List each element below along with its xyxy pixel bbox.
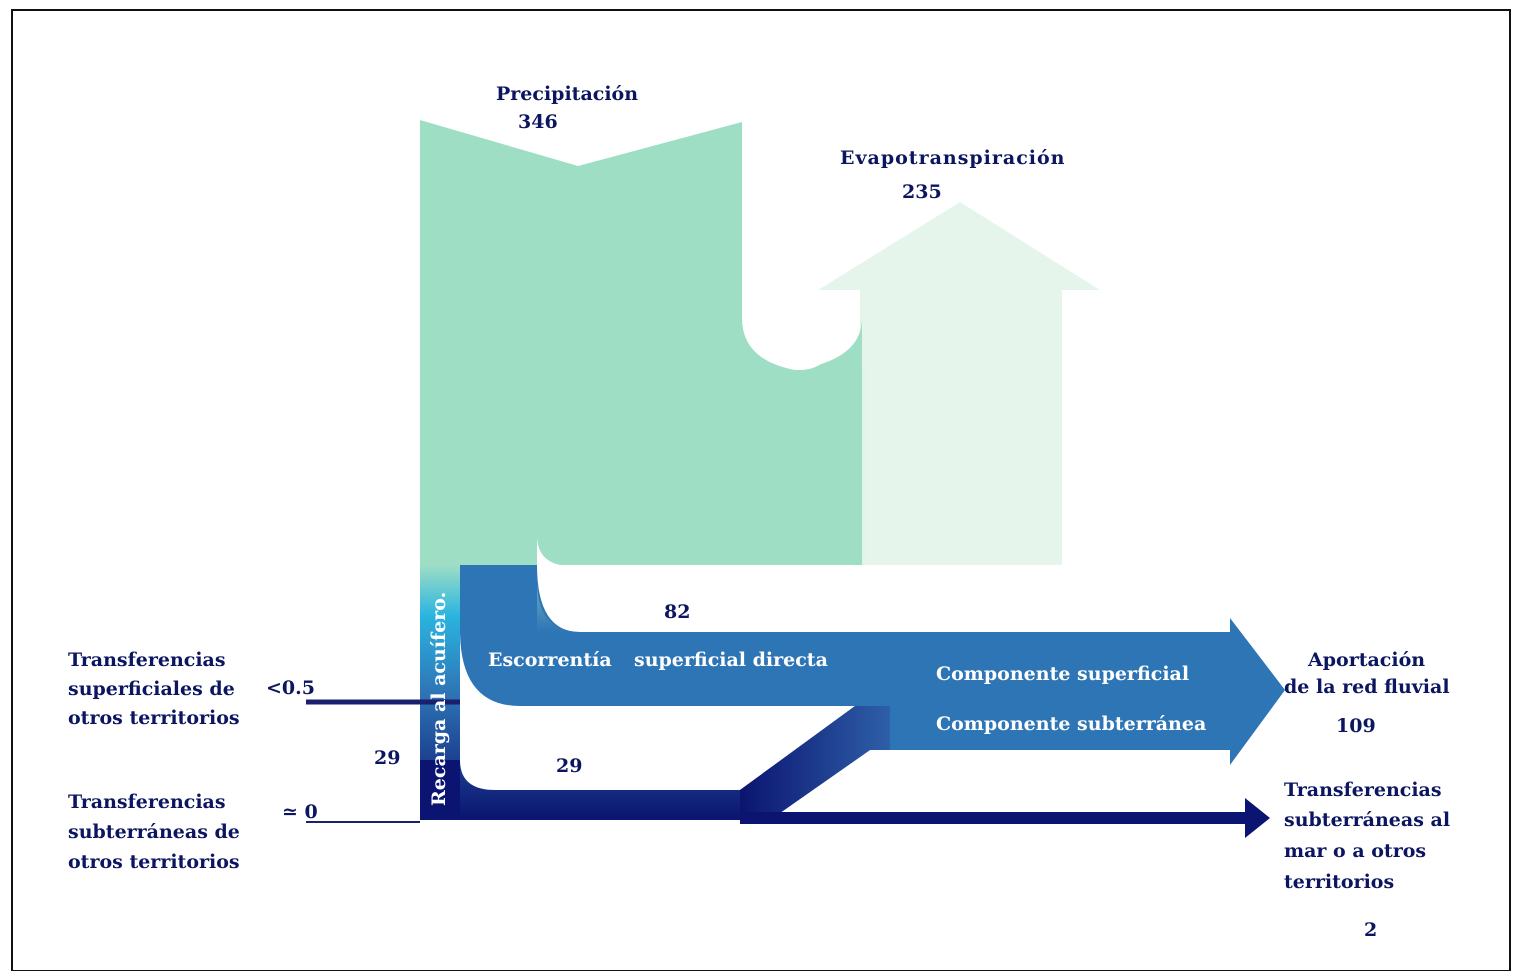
evapotranspiration-label: Evapotranspiración	[840, 147, 1066, 169]
transfer-sea-line1: Transferencias	[1284, 779, 1442, 801]
runoff-label-a: Escorrentía	[488, 649, 612, 671]
aportacion-line2: de la red fluvial	[1284, 676, 1450, 698]
transfer-surface-line3: otros territorios	[68, 707, 240, 729]
transfer-surface-line2: superficiales de	[68, 678, 235, 700]
groundwater-outflow-arrow	[740, 798, 1270, 838]
transfer-surface-line1: Transferencias	[68, 649, 226, 671]
precipitation-value: 346	[518, 111, 558, 133]
aportacion-line1: Aportación	[1308, 649, 1426, 671]
transfer-sea-line2: subterráneas al	[1284, 809, 1451, 831]
recharge-label: Recarga al acuífero.	[428, 591, 450, 806]
runoff-value: 82	[664, 601, 691, 623]
precipitation-notch	[760, 290, 840, 370]
runoff-top-transition	[537, 540, 580, 632]
groundwater-component-label: Componente subterránea	[936, 713, 1207, 735]
transfer-sea-line3: mar o a otros	[1284, 840, 1427, 862]
aportacion-value: 109	[1336, 715, 1376, 737]
transfer-underground-line1: Transferencias	[68, 791, 226, 813]
surface-component-label: Componente superficial	[936, 663, 1190, 685]
recharge-bottom-core	[420, 760, 460, 820]
transfer-sea-line4: territorios	[1284, 871, 1395, 893]
runoff-label-b: superficial directa	[634, 649, 828, 671]
evapotranspiration-value: 235	[902, 181, 942, 203]
groundwater-component	[740, 706, 890, 820]
groundwater-flow-value: 29	[556, 755, 583, 777]
recharge-value: 29	[374, 747, 401, 769]
precipitation-label: Precipitación	[496, 83, 639, 105]
transfer-surface-value: <0.5	[266, 677, 315, 699]
transfer-underground-line2: subterráneas de	[68, 821, 240, 843]
runoff-arrow	[460, 565, 1285, 765]
evapotranspiration-arrow	[818, 202, 1100, 565]
precipitation-band	[420, 120, 862, 565]
transfer-underground-line3: otros territorios	[68, 851, 240, 873]
frame-border	[11, 9, 1511, 971]
transfer-underground-value: ≃ 0	[282, 801, 318, 823]
recharge-band	[420, 565, 890, 820]
transfer-sea-value: 2	[1364, 919, 1378, 941]
